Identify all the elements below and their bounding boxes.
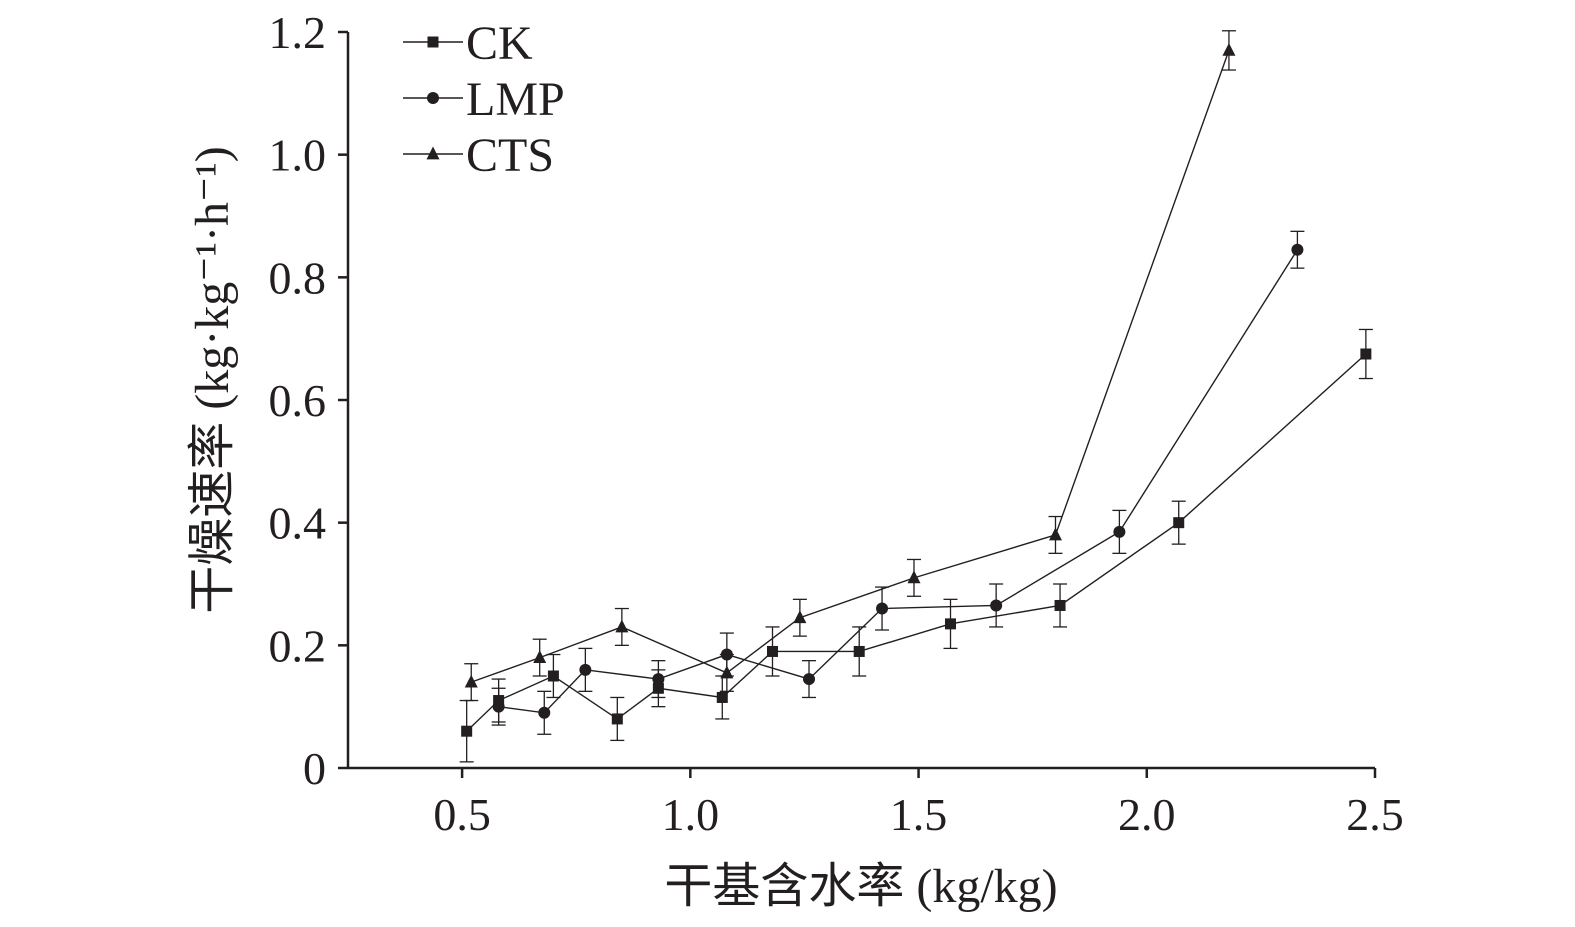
data-point-lmp	[579, 663, 592, 676]
series-layer	[459, 30, 1373, 763]
data-point-ck	[611, 713, 623, 725]
data-point-cts	[793, 610, 807, 624]
y-tick-label: 0.4	[269, 498, 327, 549]
legend-label-ck: CK	[466, 17, 533, 70]
data-point-cts	[1222, 42, 1236, 56]
legend-item-lmp: LMP	[403, 73, 565, 126]
x-tick-label: 1.0	[662, 789, 720, 840]
data-point-cts	[1048, 527, 1062, 541]
data-point-lmp	[538, 706, 551, 719]
y-axis-title: 干燥速率 (kg·kg⁻¹·h⁻¹)	[186, 146, 239, 613]
data-point-lmp	[1113, 525, 1126, 538]
x-tick-label: 2.0	[1118, 789, 1176, 840]
data-point-ck	[1054, 599, 1066, 611]
series-lmp	[491, 230, 1305, 735]
data-point-cts	[533, 650, 547, 663]
legend-marker-lmp	[427, 92, 439, 104]
series-line-ck	[466, 353, 1367, 732]
data-point-ck	[945, 618, 957, 630]
series-cts	[464, 30, 1236, 702]
series-ck	[459, 328, 1373, 763]
legend-label-lmp: LMP	[466, 73, 565, 126]
data-point-ck	[1173, 517, 1185, 529]
x-axis-title: 干基含水率 (kg/kg)	[664, 860, 1057, 913]
y-tick-label: 0.2	[269, 620, 327, 671]
x-axis-ticks: 0.5 1.0 1.5 2.0 2.5	[433, 768, 1404, 840]
y-tick-label: 1.2	[269, 7, 327, 58]
data-point-cts	[720, 665, 734, 679]
y-tick-label: 0	[303, 743, 326, 794]
legend-marker-cts	[426, 146, 440, 160]
data-point-cts	[615, 619, 629, 633]
data-point-lmp	[492, 700, 505, 713]
legend-label-cts: CTS	[466, 129, 554, 182]
data-point-cts	[464, 674, 478, 688]
data-point-lmp	[876, 602, 889, 615]
series-line-lmp	[498, 249, 1298, 714]
legend-marker-ck	[427, 36, 439, 48]
data-point-ck	[853, 645, 865, 657]
plot-area: 0 0.2 0.4 0.6 0.8 1.0 1.2 0.5 1.0 1.5 2.0 2.5	[269, 7, 1404, 840]
data-point-ck	[461, 725, 473, 737]
legend-item-cts: CTS	[403, 129, 554, 182]
series-line-cts	[471, 50, 1230, 683]
data-point-lmp	[990, 599, 1003, 612]
data-point-lmp	[1291, 243, 1304, 256]
data-point-ck	[1360, 348, 1372, 360]
x-tick-label: 1.5	[890, 789, 948, 840]
x-tick-label: 0.5	[433, 789, 491, 840]
y-tick-label: 0.8	[269, 252, 327, 303]
y-tick-label: 1.0	[269, 130, 327, 181]
data-point-ck	[547, 670, 559, 682]
y-axis-ticks: 0 0.2 0.4 0.6 0.8 1.0 1.2	[269, 7, 348, 794]
legend-item-ck: CK	[403, 17, 533, 70]
data-point-ck	[716, 691, 728, 703]
data-point-lmp	[652, 673, 665, 686]
y-tick-label: 0.6	[269, 375, 327, 426]
x-tick-label: 2.5	[1346, 789, 1404, 840]
data-point-ck	[766, 645, 778, 657]
data-point-lmp	[803, 673, 816, 686]
data-point-cts	[907, 570, 921, 584]
